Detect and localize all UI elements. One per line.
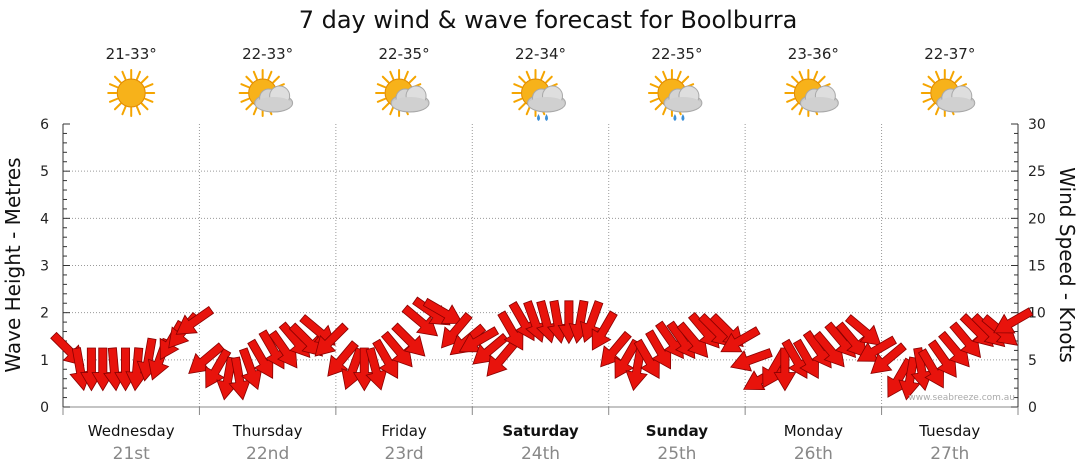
showers-icon	[647, 69, 703, 121]
showers-icon	[511, 69, 566, 121]
y-right-tick-label: 10	[1028, 306, 1046, 322]
wind-arrow	[401, 304, 439, 337]
wind-arrow	[314, 322, 349, 357]
wind-arrow	[175, 305, 215, 335]
axes: 0 1 2 3 4 5 6 0 5 10 15 20 25 30	[40, 117, 1046, 416]
temperature-range: 22-35°	[651, 45, 702, 63]
day-date: 27th	[930, 444, 969, 464]
wind-arrows	[50, 296, 1034, 401]
partly-cloudy-icon	[920, 69, 976, 117]
day-date: 25th	[657, 444, 696, 464]
y-right-tick-label: 30	[1028, 117, 1046, 133]
wind-arrow	[835, 321, 868, 358]
wind-arrow	[50, 331, 85, 367]
wind-arrow	[844, 314, 882, 346]
wind-arrow	[730, 348, 773, 372]
partly-cloudy-icon	[784, 69, 839, 117]
y-right-tick-label: 25	[1028, 164, 1046, 180]
day-labels: Wednesday 21st Thursday 22nd Friday 23rd Satur…	[88, 422, 981, 464]
y-right-tick-label: 0	[1028, 400, 1037, 416]
partly-cloudy-icon	[375, 69, 430, 117]
wind-arrow	[380, 330, 413, 368]
y-left-tick-label: 0	[40, 400, 49, 416]
y-right-tick-label: 15	[1028, 259, 1046, 275]
wind-arrow	[600, 330, 632, 368]
day-date: 26th	[794, 444, 833, 464]
temperature-range: 21-33°	[106, 45, 157, 63]
temperature-range: 22-33°	[242, 45, 293, 63]
y-left-tick-label: 2	[40, 306, 49, 322]
y-left-tick-label: 5	[40, 164, 49, 180]
y-right-axis-label: Wind Speed - Knots	[1055, 167, 1079, 363]
wind-arrow	[205, 348, 232, 389]
wind-arrow	[422, 297, 464, 324]
wind-arrow	[614, 338, 641, 379]
day-date: 24th	[521, 444, 560, 464]
wind-arrow	[720, 326, 761, 353]
wind-arrow	[299, 314, 336, 346]
day-name: Saturday	[502, 422, 579, 440]
credit-text: www.seabreeze.com.au	[908, 393, 1015, 403]
y-right-tick-label: 20	[1028, 211, 1046, 227]
grid-lines	[63, 124, 1018, 407]
day-name: Wednesday	[88, 422, 175, 440]
day-name: Thursday	[232, 422, 303, 440]
wind-arrow	[870, 342, 907, 375]
temperature-range: 23-36°	[788, 45, 839, 63]
wind-arrow	[391, 322, 426, 357]
chart-title: 7 day wind & wave forecast for Boolburra	[299, 6, 798, 34]
wind-arrow	[288, 322, 324, 357]
day-name: Friday	[381, 422, 427, 440]
partly-cloudy-icon	[238, 69, 294, 117]
wind-arrow	[591, 310, 618, 351]
day-date: 23rd	[385, 444, 424, 464]
day-name: Sunday	[646, 422, 709, 440]
wind-arrow	[993, 307, 1034, 334]
day-date: 21st	[113, 444, 150, 464]
y-right-tick-label: 5	[1028, 353, 1037, 369]
temperature-range: 22-37°	[924, 45, 975, 63]
temperature-range: 22-35°	[379, 45, 430, 63]
day-date: 22nd	[246, 444, 289, 464]
temperature-range: 22-34°	[515, 45, 566, 63]
y-left-tick-label: 4	[40, 211, 49, 227]
day-name: Tuesday	[918, 422, 980, 440]
day-name: Monday	[784, 422, 843, 440]
wind-arrow	[709, 312, 744, 348]
wind-arrow	[327, 340, 359, 377]
wind-arrow	[949, 321, 982, 358]
sunny-icon	[107, 69, 156, 117]
y-left-axis-label: Wave Height - Metres	[1, 157, 25, 372]
weather-row: 21-33° 22-33° 22-35° 22-34° 22-35° 23-36° 22-3…	[106, 45, 976, 121]
y-left-tick-label: 1	[40, 353, 49, 369]
y-left-tick-label: 6	[40, 117, 49, 133]
y-left-tick-label: 3	[40, 259, 49, 275]
